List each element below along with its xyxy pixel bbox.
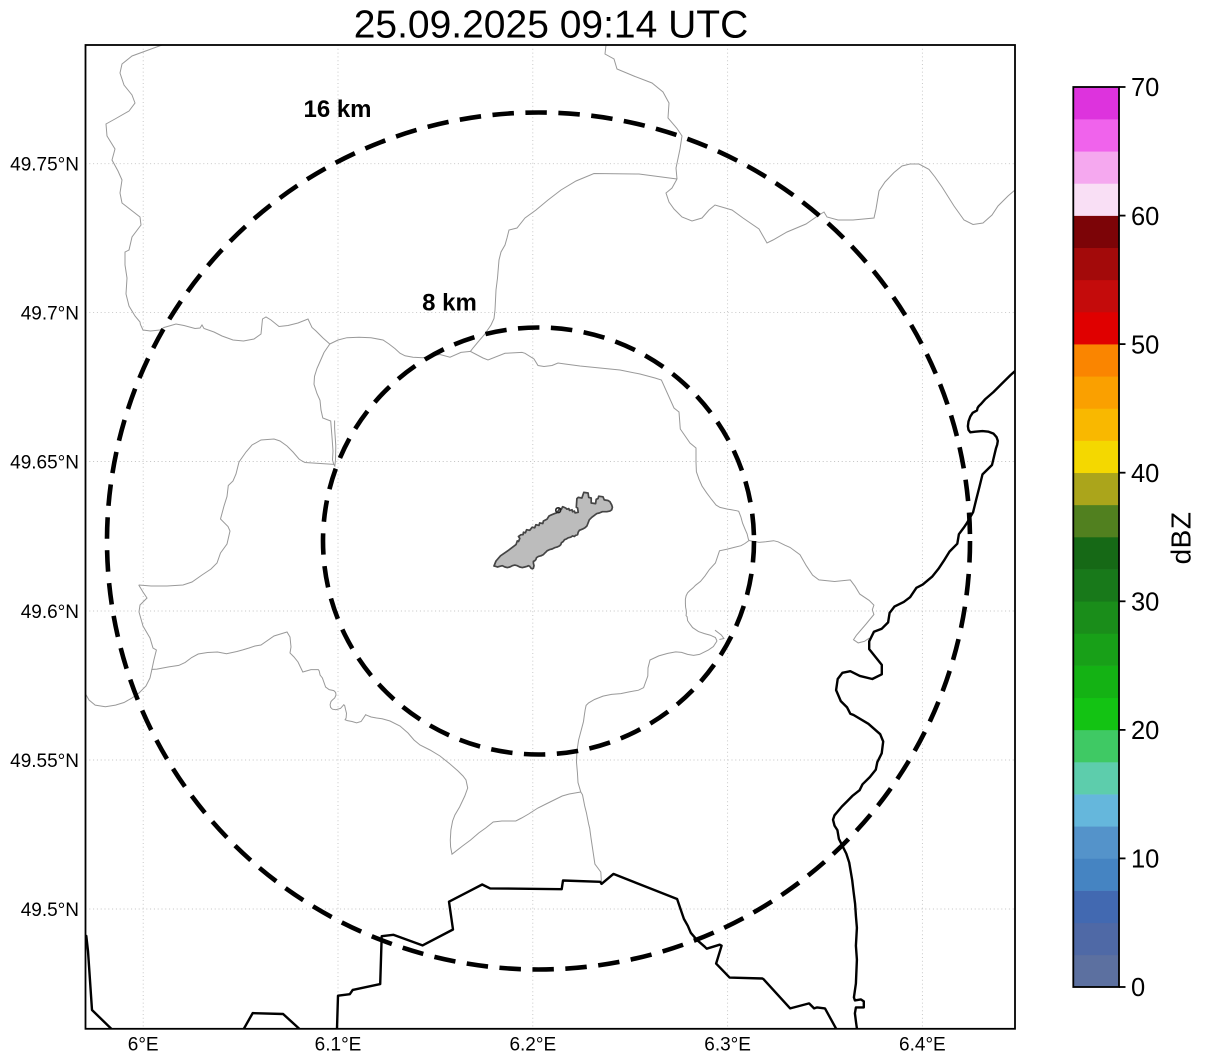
svg-text:49.5°N: 49.5°N xyxy=(21,900,79,921)
svg-text:0: 0 xyxy=(1131,974,1145,1002)
svg-text:10: 10 xyxy=(1131,846,1159,874)
svg-text:49.6°N: 49.6°N xyxy=(21,602,79,623)
svg-text:70: 70 xyxy=(1131,74,1159,102)
svg-text:dBZ: dBZ xyxy=(1166,512,1197,565)
svg-text:50: 50 xyxy=(1131,331,1159,359)
svg-text:49.75°N: 49.75°N xyxy=(10,155,79,176)
svg-text:6°E: 6°E xyxy=(128,1035,159,1056)
svg-text:25.09.2025 09:14 UTC: 25.09.2025 09:14 UTC xyxy=(354,4,749,47)
svg-text:49.65°N: 49.65°N xyxy=(10,452,79,473)
svg-text:8 km: 8 km xyxy=(422,290,477,317)
svg-text:20: 20 xyxy=(1131,717,1159,745)
svg-text:6.2°E: 6.2°E xyxy=(509,1035,556,1056)
svg-text:49.7°N: 49.7°N xyxy=(21,304,79,325)
svg-text:6.3°E: 6.3°E xyxy=(704,1035,751,1056)
svg-text:49.55°N: 49.55°N xyxy=(10,751,79,772)
svg-text:40: 40 xyxy=(1131,460,1159,488)
svg-text:60: 60 xyxy=(1131,203,1159,231)
svg-text:6.4°E: 6.4°E xyxy=(899,1035,946,1056)
svg-text:6.1°E: 6.1°E xyxy=(315,1035,362,1056)
svg-text:30: 30 xyxy=(1131,589,1159,617)
svg-text:16 km: 16 km xyxy=(303,96,371,123)
